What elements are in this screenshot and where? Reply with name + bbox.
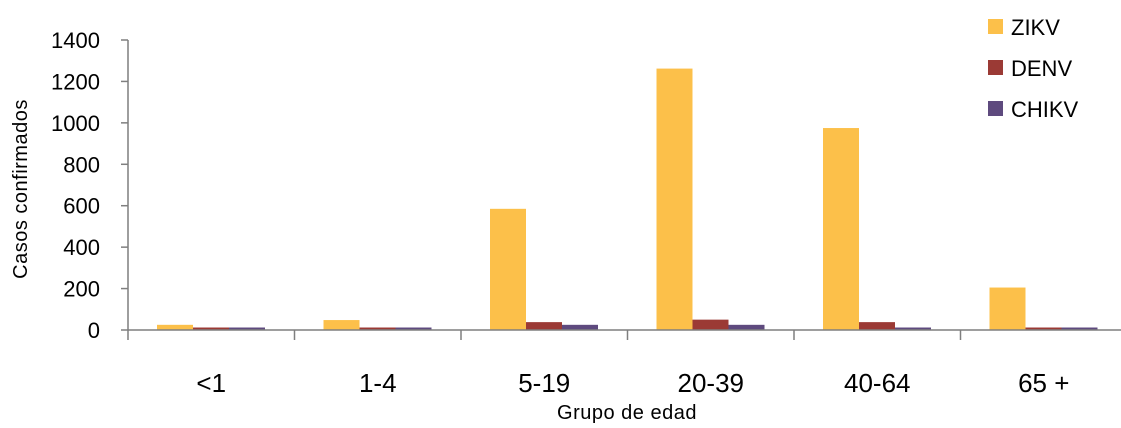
y-tick-label-3: 600 — [63, 194, 100, 219]
bar-denv-2 — [526, 322, 562, 330]
bar-denv-0 — [193, 327, 229, 330]
x-tick-label-2: 5-19 — [518, 368, 570, 398]
bar-chikv-3 — [728, 324, 765, 330]
bar-denv-1 — [359, 327, 396, 330]
x-tick-label-1: 1-4 — [359, 368, 397, 398]
y-tick-label-6: 1200 — [51, 69, 100, 94]
bar-chikv-1 — [395, 327, 432, 330]
x-tick-label-4: 40-64 — [844, 368, 911, 398]
y-axis-title: Casos confirmados — [10, 99, 32, 279]
legend-label-chikv: CHIKV — [1011, 97, 1079, 122]
bar-zikv-2 — [490, 208, 526, 330]
y-tick-label-2: 400 — [63, 235, 100, 260]
legend-label-denv: DENV — [1011, 56, 1072, 81]
bar-zikv-3 — [656, 68, 693, 330]
bar-zikv-0 — [157, 324, 193, 330]
x-tick-label-5: 65 + — [1018, 368, 1069, 398]
bar-zikv-1 — [323, 320, 360, 330]
y-tick-label-1: 200 — [63, 277, 100, 302]
legend-swatch-chikv — [988, 101, 1003, 116]
bar-denv-5 — [1025, 327, 1062, 330]
legend-swatch-denv — [988, 60, 1003, 75]
bar-denv-3 — [692, 319, 729, 330]
bar-chikv-5 — [1061, 327, 1098, 330]
x-tick-label-0: <1 — [196, 368, 226, 398]
bar-chikv-2 — [562, 324, 598, 330]
y-tick-label-7: 1400 — [51, 28, 100, 53]
bar-chikv-0 — [229, 327, 265, 330]
axes-layer — [121, 39, 1121, 340]
y-tick-label-5: 1000 — [51, 111, 100, 136]
legend: ZIKV DENV CHIKV — [988, 15, 1079, 122]
y-tick-label-0: 0 — [88, 318, 100, 343]
legend-label-zikv: ZIKV — [1011, 15, 1060, 40]
x-axis-title: Grupo de edad — [557, 402, 697, 424]
ticks-layer: 0 200 400 600 800 1000 1200 1400 <1 1-4 5-19 20-39 4… — [51, 28, 1069, 398]
bar-zikv-4 — [823, 128, 859, 330]
bar-denv-4 — [859, 322, 895, 330]
bars-layer — [157, 68, 1098, 330]
x-tick-label-3: 20-39 — [678, 368, 745, 398]
bar-chikv-4 — [895, 327, 931, 330]
y-tick-label-4: 800 — [63, 152, 100, 177]
legend-swatch-zikv — [988, 19, 1003, 34]
bar-zikv-5 — [989, 287, 1026, 330]
